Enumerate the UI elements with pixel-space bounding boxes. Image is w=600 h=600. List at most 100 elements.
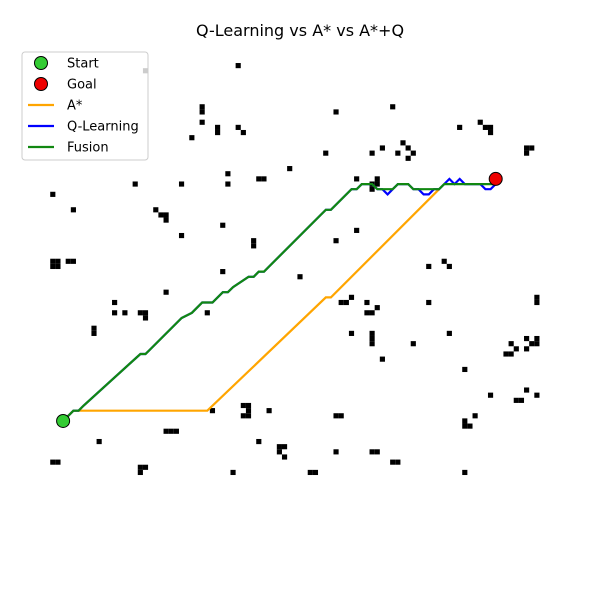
obstacle-cell [142,310,149,316]
obstacle-cell [245,402,252,409]
obstacle-cell [245,413,252,419]
obstacle-cell [173,428,179,434]
obstacle-cell [446,330,452,336]
legend: Start Goal A* Q-Learning Fusion [21,51,149,161]
obstacle-cell [524,150,530,156]
obstacle-cell [333,238,339,244]
obstacle-cell [524,145,530,151]
obstacle-cell [142,315,149,321]
obstacle-cell [137,464,143,470]
obstacle-cell [251,243,257,249]
obstacle-cell [281,444,288,450]
obstacle-cell [462,423,468,429]
obstacle-cell [405,145,411,151]
obstacle-cell [240,129,246,136]
obstacle-cell [534,392,540,398]
obstacle-cell [178,232,185,239]
obstacle-cell [163,289,169,295]
obstacle-cell [225,181,231,187]
legend-marker-goal [34,77,48,91]
obstacle-cell [529,145,535,151]
obstacle-cell [70,258,76,264]
obstacle-cell [287,166,293,172]
obstacle-cell [472,413,478,419]
obstacle-cell [220,222,226,228]
obstacle-cell [457,124,463,130]
obstacle-cell [251,238,257,244]
obstacle-cell [369,186,375,192]
obstacle-cell [364,299,370,306]
chart-title: Q-Learning vs A* vs A*+Q [196,21,404,40]
obstacle-cell [240,402,246,409]
obstacle-cell [410,150,416,156]
obstacle-cell [369,310,375,316]
obstacle-cell [487,129,494,136]
obstacle-cell [55,263,61,270]
obstacle-cell [487,392,494,398]
obstacle-cell [225,171,231,177]
plot-area [50,63,540,476]
obstacle-cell [50,459,56,465]
obstacle-cell [256,176,262,182]
obstacle-cell [400,140,406,146]
obstacle-cell [261,176,267,182]
obstacle-cell [441,258,447,264]
obstacle-cell [276,449,282,455]
obstacle-cell [348,330,355,336]
obstacle-cell [199,109,205,115]
obstacle-cell [462,366,468,373]
obstacle-cell [55,258,61,264]
obstacle-cell [426,263,432,270]
obstacle-cell [333,109,339,115]
obstacle-cell [333,413,339,419]
obstacle-cell [534,299,540,306]
obstacle-cell [112,310,118,316]
obstacle-cell [70,207,76,213]
legend-frame [21,51,149,161]
legend-label-q-learning: Q-Learning [67,120,139,135]
obstacle-cell [369,341,375,347]
obstacle-cell [55,459,61,465]
start-marker [56,413,71,428]
obstacle-cell [395,150,401,156]
obstacle-cell [467,423,473,429]
obstacle-cell [168,428,174,434]
series-line-a [62,188,440,422]
obstacle-cell [240,413,246,419]
obstacle-cell [513,346,519,352]
obstacle-cell [446,263,452,270]
obstacle-cell [364,310,370,316]
obstacle-cell [426,299,432,306]
obstacle-cell [312,469,319,476]
obstacle-cell [132,181,138,187]
obstacle-cell [374,181,380,187]
obstacle-cell [142,464,149,470]
obstacle-cell [524,346,530,352]
obstacle-cell [50,263,56,270]
obstacle-cell [199,119,205,125]
obstacle-cell [137,310,143,316]
obstacle-cell [50,258,56,264]
obstacle-cell [405,155,411,161]
obstacle-cell [163,217,169,223]
obstacle-cell [163,212,169,218]
legend-label-goal: Goal [67,78,97,93]
obstacle-cell [189,135,195,141]
obstacle-cell [204,310,210,316]
obstacle-cell [482,124,488,130]
obstacle-cell [508,351,514,357]
obstacle-cell [369,150,375,156]
obstacle-cell [65,258,71,264]
obstacle-cell [379,356,385,362]
obstacle-cell [199,104,205,110]
obstacle-cell [112,299,118,306]
obstacle-cell [281,454,288,460]
obstacle-cell [50,191,56,197]
obstacle-cell [534,294,540,300]
obstacle-cell [462,469,468,476]
obstacle-cell [524,387,530,393]
obstacle-cell [534,341,540,347]
obstacle-cell [256,438,262,445]
obstacle-cell [338,299,344,306]
